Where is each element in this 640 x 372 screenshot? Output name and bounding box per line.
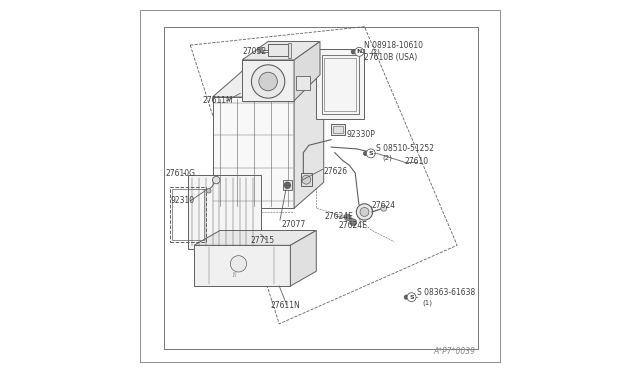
Text: 27611M: 27611M <box>202 96 233 105</box>
Circle shape <box>407 293 416 302</box>
Bar <box>170 187 206 241</box>
Text: 27610: 27610 <box>404 157 429 166</box>
Text: 92310: 92310 <box>170 196 195 205</box>
Polygon shape <box>242 41 320 60</box>
Text: 27052: 27052 <box>242 47 266 56</box>
Circle shape <box>302 175 311 184</box>
Bar <box>296 76 310 90</box>
Text: (1): (1) <box>422 299 432 306</box>
Circle shape <box>230 256 246 272</box>
Circle shape <box>207 189 211 193</box>
Circle shape <box>284 182 291 188</box>
Bar <box>301 173 312 186</box>
Text: (2): (2) <box>370 49 380 55</box>
Text: (2): (2) <box>382 155 392 161</box>
Text: S 08363-61638: S 08363-61638 <box>417 288 476 297</box>
Text: A*P7*0039: A*P7*0039 <box>434 347 476 356</box>
Text: 27610B (USA): 27610B (USA) <box>364 53 417 62</box>
Circle shape <box>212 176 220 184</box>
Text: S: S <box>369 151 373 156</box>
Text: 27626: 27626 <box>324 167 348 176</box>
Text: 27624E: 27624E <box>339 221 367 230</box>
Polygon shape <box>194 245 291 286</box>
Text: S 08510-51252: S 08510-51252 <box>376 144 434 153</box>
Polygon shape <box>294 71 324 208</box>
Polygon shape <box>294 41 320 101</box>
Circle shape <box>356 204 372 220</box>
Polygon shape <box>194 231 316 245</box>
Text: 27715: 27715 <box>250 236 275 245</box>
Text: S: S <box>409 295 414 300</box>
Text: N: N <box>356 49 362 54</box>
Circle shape <box>259 72 277 91</box>
Circle shape <box>364 151 367 155</box>
Text: J/J: J/J <box>232 272 237 278</box>
Bar <box>289 43 291 58</box>
Bar <box>322 55 359 114</box>
Circle shape <box>252 65 285 98</box>
Polygon shape <box>212 71 324 97</box>
Text: 92330P: 92330P <box>347 130 376 140</box>
Bar <box>172 189 204 240</box>
Text: 27624E: 27624E <box>324 212 353 221</box>
Polygon shape <box>291 231 316 286</box>
Circle shape <box>366 149 375 158</box>
Polygon shape <box>212 97 294 208</box>
Circle shape <box>345 215 350 220</box>
Text: 27624: 27624 <box>372 201 396 210</box>
Bar <box>268 44 289 55</box>
Polygon shape <box>188 175 260 249</box>
Bar <box>324 58 356 111</box>
Circle shape <box>351 50 355 54</box>
Circle shape <box>381 205 387 211</box>
Text: 27077: 27077 <box>282 221 306 230</box>
Bar <box>331 124 345 135</box>
Text: N 08918-10610: N 08918-10610 <box>364 41 423 51</box>
Circle shape <box>360 208 369 217</box>
Circle shape <box>351 220 356 225</box>
Circle shape <box>404 295 408 299</box>
Bar <box>283 180 292 190</box>
Bar <box>164 27 477 349</box>
Polygon shape <box>316 49 364 119</box>
Bar <box>333 126 343 133</box>
Text: 27611N: 27611N <box>270 301 300 310</box>
Circle shape <box>257 47 262 52</box>
Text: 27610G: 27610G <box>165 169 195 177</box>
Circle shape <box>355 47 364 56</box>
Polygon shape <box>242 60 294 101</box>
